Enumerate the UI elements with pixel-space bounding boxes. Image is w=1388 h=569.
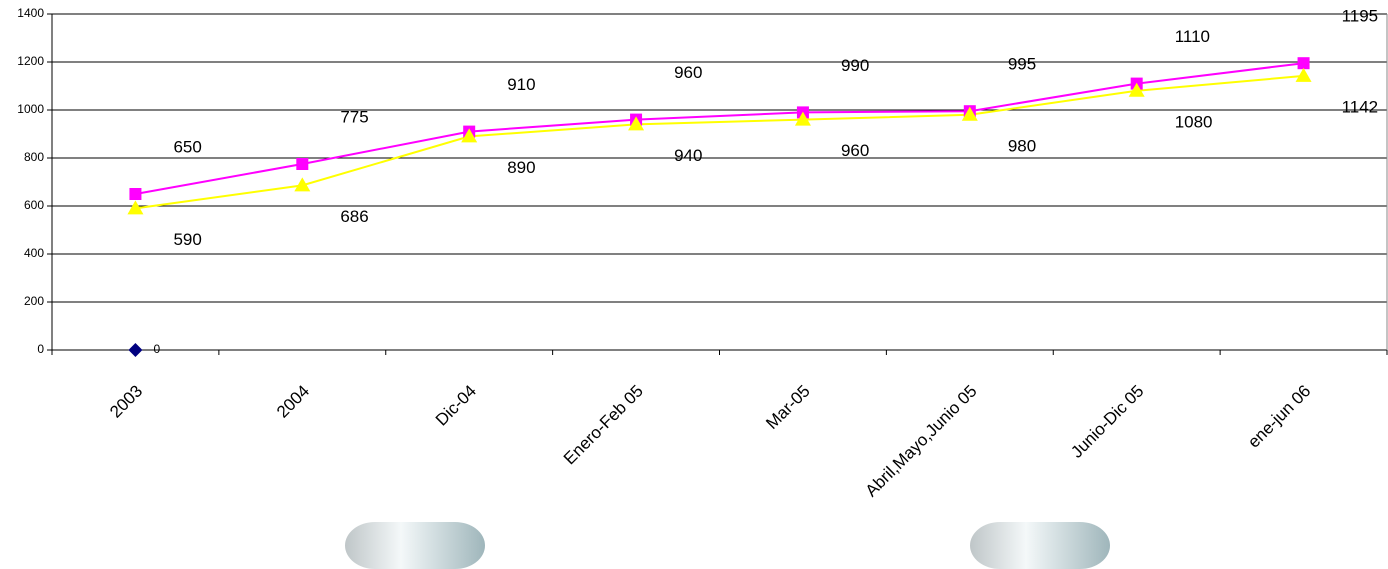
x-tick-label: Dic-04: [432, 381, 480, 429]
series-line: [135, 74, 1304, 210]
y-tick-label: 1200: [17, 54, 44, 68]
marker: [961, 106, 978, 121]
data-label: 980: [1008, 136, 1036, 155]
marker: [294, 177, 311, 192]
data-label: 890: [507, 158, 535, 177]
y-tick-label: 200: [24, 294, 44, 308]
marker: [1128, 82, 1145, 97]
marker: [128, 343, 143, 357]
data-label: 995: [1008, 55, 1036, 74]
x-tick-label: Enero-Feb 05: [560, 381, 647, 468]
decoration: [970, 522, 1110, 569]
data-label: 650: [173, 137, 201, 156]
marker: [296, 158, 309, 170]
y-tick-label: 1400: [17, 6, 44, 20]
marker: [127, 200, 144, 215]
marker: [794, 111, 811, 126]
marker: [1297, 57, 1310, 70]
x-tick-label: Junio-Dic 05: [1067, 381, 1147, 461]
y-tick-label: 800: [24, 150, 44, 164]
data-label: 775: [340, 107, 368, 126]
x-tick-label: 2004: [273, 381, 313, 421]
data-label: 960: [674, 63, 702, 82]
data-label: 960: [841, 141, 869, 160]
marker: [129, 188, 142, 200]
data-label: 686: [340, 207, 368, 226]
data-label: 0: [153, 342, 160, 356]
data-label: 1195: [1342, 7, 1379, 26]
data-label: 1142: [1342, 97, 1379, 116]
x-tick-label: 2003: [106, 381, 146, 421]
y-tick-label: 1000: [17, 102, 44, 116]
y-tick-label: 0: [37, 342, 44, 356]
data-label: 590: [173, 230, 201, 249]
data-label: 1110: [1175, 27, 1210, 46]
x-tick-label: ene-jun 06: [1244, 381, 1314, 451]
marker: [461, 128, 478, 143]
series-line: [135, 62, 1304, 195]
data-label: 990: [841, 56, 869, 75]
marker: [628, 116, 645, 131]
data-label: 940: [674, 146, 702, 165]
x-tick-label: Abril,Mayo,Junio 05: [862, 381, 981, 500]
x-tick-label: Mar-05: [762, 381, 814, 433]
decoration: [345, 522, 485, 569]
y-tick-label: 400: [24, 246, 44, 260]
marker: [1295, 67, 1312, 82]
data-label: 910: [507, 75, 535, 94]
y-tick-label: 600: [24, 198, 44, 212]
data-label: 1080: [1175, 112, 1213, 131]
